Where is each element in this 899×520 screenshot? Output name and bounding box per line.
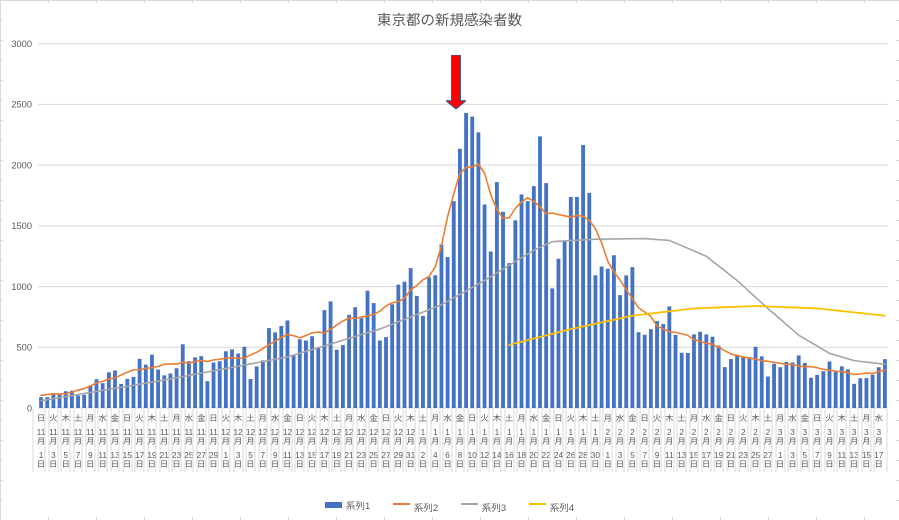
svg-text:1000: 1000 (11, 282, 32, 292)
svg-text:0: 0 (27, 403, 32, 413)
svg-text:500: 500 (16, 343, 32, 353)
svg-text:2000: 2000 (11, 160, 32, 170)
svg-text:3000: 3000 (11, 39, 32, 49)
svg-text:1500: 1500 (11, 221, 32, 231)
svg-text:2500: 2500 (11, 100, 32, 110)
